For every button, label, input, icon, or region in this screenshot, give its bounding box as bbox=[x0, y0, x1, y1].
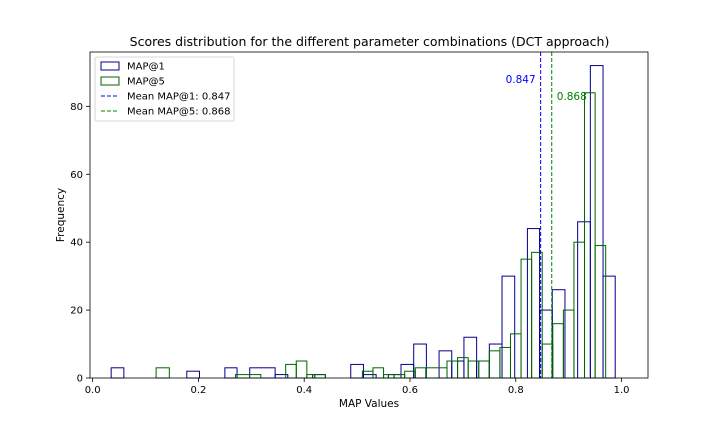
chart-title: Scores distribution for the different pa… bbox=[130, 34, 610, 49]
legend-swatch-1 bbox=[100, 76, 120, 86]
y-tick-label-1: 20 bbox=[70, 306, 83, 317]
x-tick-label-1: 0.2 bbox=[190, 385, 206, 396]
x-tick-label-3: 0.6 bbox=[402, 385, 418, 396]
legend-label-2: Mean MAP@1: 0.847 bbox=[127, 92, 230, 103]
x-axis-ticks: 0.0 0.2 0.4 0.6 0.8 1.0 bbox=[85, 378, 630, 396]
axes-frame bbox=[89, 51, 649, 379]
legend-label-1: MAP@5 bbox=[127, 77, 165, 88]
legend-label-3: Mean MAP@5: 0.868 bbox=[127, 107, 230, 118]
x-tick-label-2: 0.4 bbox=[296, 385, 312, 396]
x-tick-label-0: 0.0 bbox=[85, 385, 101, 396]
x-tick-label-4: 0.8 bbox=[508, 385, 524, 396]
mean-lines: 0.847 0.868 bbox=[506, 52, 587, 378]
mean-label-map1: 0.847 bbox=[506, 74, 536, 86]
y-tick-label-4: 80 bbox=[70, 102, 83, 113]
legend-swatch-0 bbox=[100, 61, 120, 71]
mean-label-map5: 0.868 bbox=[557, 91, 587, 103]
x-tick-label-5: 1.0 bbox=[614, 385, 630, 396]
legend-label-0: MAP@1 bbox=[127, 62, 165, 73]
y-tick-label-3: 60 bbox=[70, 170, 83, 181]
y-tick-label-2: 40 bbox=[70, 238, 83, 249]
y-axis-ticks: 0 20 40 60 80 bbox=[70, 102, 90, 385]
x-axis-label: MAP Values bbox=[339, 398, 399, 410]
y-tick-label-0: 0 bbox=[77, 374, 83, 385]
legend-frame bbox=[94, 56, 235, 122]
legend: MAP@1 MAP@5 Mean MAP@1: 0.847 Mean MAP@5: 0… bbox=[94, 56, 235, 122]
y-axis-label: Frequency bbox=[55, 188, 67, 242]
